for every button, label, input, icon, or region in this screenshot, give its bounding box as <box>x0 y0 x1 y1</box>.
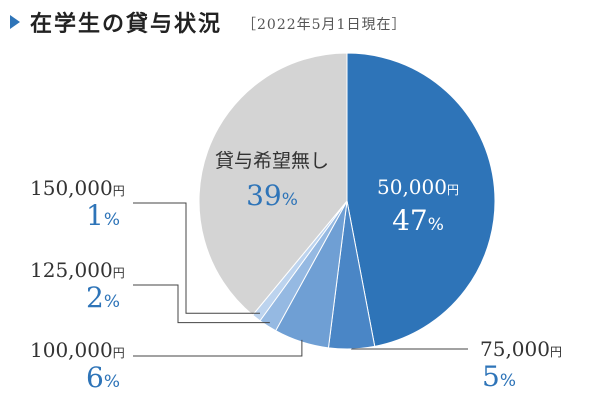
leader-line-3 <box>133 284 270 324</box>
slice-amount-label-1: 75,000円 <box>480 337 562 361</box>
slice-amount-label-4: 150,000円 <box>30 176 125 200</box>
slice-percent-label-0: 47% <box>392 204 444 237</box>
slice-percent-label-2: 6% <box>86 361 120 394</box>
as-of-date: ［2022年5月1日現在］ <box>242 17 407 33</box>
slice-amount-label-0: 50,000円 <box>377 175 459 199</box>
slice-amount-label-3: 125,000円 <box>30 258 125 282</box>
triangle-bullet-icon <box>10 15 20 29</box>
chart-title: 在学生の貸与状況 <box>30 12 223 37</box>
pie-slice-5 <box>198 52 348 316</box>
leader-line-4 <box>133 202 260 314</box>
slice-percent-label-5: 39% <box>246 179 298 212</box>
slice-percent-label-4: 1% <box>86 199 120 232</box>
slice-percent-label-3: 2% <box>86 281 120 314</box>
slice-amount-label-5: 貸与希望無し <box>215 150 329 172</box>
chart-header: 在学生の貸与状況 ［2022年5月1日現在］ <box>8 6 406 38</box>
pie-slice-0 <box>346 52 496 347</box>
slice-amount-label-2: 100,000円 <box>30 338 125 362</box>
slice-percent-label-1: 5% <box>482 360 516 393</box>
leader-line-2 <box>133 339 303 357</box>
